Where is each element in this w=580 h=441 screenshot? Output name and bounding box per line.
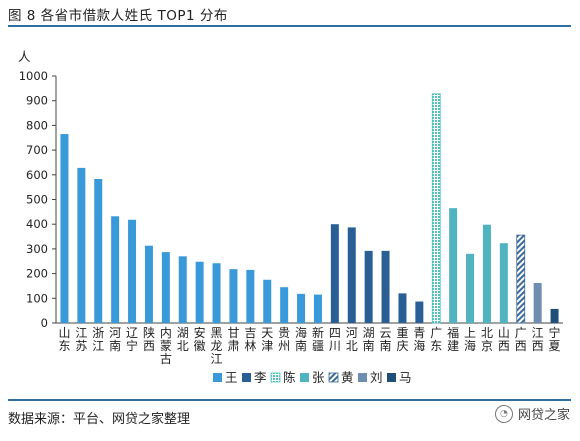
watermark-label: 网贷之家 — [517, 408, 570, 423]
legend-label-马: 马 — [399, 370, 412, 385]
y-tick-label: 200 — [26, 267, 48, 281]
bar-重庆 — [398, 293, 407, 323]
x-tick-label: 湖北 — [177, 325, 189, 353]
x-tick-label: 福建 — [447, 325, 459, 353]
x-tick-label: 吉林 — [244, 326, 256, 353]
y-tick-label: 700 — [26, 143, 48, 157]
x-tick-label: 河北 — [346, 326, 358, 353]
y-tick-label: 400 — [26, 217, 48, 231]
bar-安徽 — [195, 261, 204, 323]
bar-山东 — [60, 134, 69, 323]
bar-内蒙古 — [161, 252, 170, 323]
x-tick-label: 甘肃 — [227, 326, 239, 353]
bar-浙江 — [94, 178, 103, 323]
x-tick-label: 江苏 — [75, 326, 87, 353]
x-tick-label: 宁夏 — [549, 325, 561, 353]
x-tick-label: 上海 — [464, 326, 476, 353]
chart-title: 图 8 各省市借款人姓氏 TOP1 分布 — [8, 8, 228, 24]
legend-label-黄: 黄 — [341, 370, 354, 385]
bar-宁夏 — [550, 308, 559, 323]
x-tick-label: 重庆 — [396, 326, 408, 353]
x-tick-label: 浙江 — [92, 326, 104, 353]
bar-黑龙江 — [212, 263, 221, 323]
x-tick-label: 陕西 — [143, 325, 155, 353]
legend-label-张: 张 — [312, 370, 325, 385]
x-tick-label: 辽宁 — [126, 326, 138, 353]
y-tick-label: 500 — [26, 193, 48, 207]
x-tick-label: 广西 — [515, 326, 527, 353]
bar-辽宁 — [128, 219, 137, 323]
bar-广西 — [516, 234, 526, 324]
bar-上海 — [466, 253, 475, 323]
x-tick-label: 湖南 — [363, 325, 375, 353]
bar-湖北 — [178, 256, 187, 323]
legend-swatch-李 — [242, 373, 251, 382]
bar-chart: 0 100 200 300 400 500 600 700 800 900 1000 人 山东江苏浙江… — [18, 49, 563, 385]
x-tick-label: 新疆 — [312, 325, 324, 353]
x-tick-label: 河南 — [109, 326, 121, 353]
x-tick-label: 江西 — [532, 326, 544, 353]
bar-海南 — [297, 293, 306, 323]
bar-云南 — [381, 250, 390, 323]
bar-江西 — [533, 282, 542, 323]
x-tick-label: 安徽 — [194, 325, 206, 353]
bar-江苏 — [77, 167, 86, 323]
bar-河南 — [111, 216, 120, 323]
x-tick-label: 内蒙古 — [160, 326, 172, 366]
bar-青海 — [415, 301, 424, 323]
legend-swatch-马 — [387, 373, 396, 382]
watermark: ◔ 网贷之家 — [494, 404, 570, 423]
x-tick-label: 云南 — [380, 326, 392, 353]
x-tick-label: 北京 — [481, 326, 493, 353]
y-tick-label: 100 — [26, 291, 48, 305]
bar-新疆 — [313, 294, 322, 323]
bar-四川 — [330, 224, 339, 323]
bar-贵州 — [280, 287, 289, 323]
x-tick-label: 黑龙江 — [211, 326, 223, 366]
x-tick-label: 海南 — [295, 325, 307, 353]
y-tick-label: 300 — [26, 242, 48, 256]
legend-label-陈: 陈 — [283, 370, 296, 385]
bar-甘肃 — [229, 269, 238, 323]
bar-河北 — [347, 227, 356, 323]
legend-swatch-陈 — [270, 372, 281, 383]
bar-天津 — [263, 279, 272, 323]
legend-label-李: 李 — [254, 370, 267, 385]
bar-吉林 — [246, 269, 255, 323]
y-axis-label: 人 — [18, 49, 31, 64]
bar-北京 — [482, 224, 491, 323]
y-tick-label: 800 — [26, 118, 48, 132]
x-tick-label: 四川 — [329, 326, 341, 353]
x-tick-label: 山西 — [498, 326, 510, 353]
bar-广东 — [431, 93, 441, 324]
legend-swatch-张 — [300, 373, 309, 382]
footer-divider — [8, 399, 571, 401]
x-tick-label: 广东 — [430, 326, 442, 353]
bar-陕西 — [144, 245, 153, 323]
x-tick-label: 天津 — [261, 326, 273, 353]
y-tick-label: 0 — [41, 316, 48, 330]
wechat-icon: ◔ — [494, 404, 513, 423]
x-tick-label: 青海 — [413, 326, 425, 353]
y-tick-label: 1000 — [19, 69, 48, 83]
y-tick-label: 600 — [26, 168, 48, 182]
legend-swatch-刘 — [358, 373, 367, 382]
x-tick-label: 山东 — [58, 326, 70, 353]
legend-label-刘: 刘 — [370, 370, 383, 385]
data-source: 数据来源：平台、网贷之家整理 — [8, 412, 191, 427]
legend-label-王: 王 — [225, 370, 238, 385]
bar-福建 — [449, 208, 458, 323]
x-tick-label: 贵州 — [278, 326, 290, 353]
legend-swatch-黄 — [328, 372, 339, 383]
y-tick-label: 900 — [26, 94, 48, 108]
bar-山西 — [499, 243, 508, 323]
title-divider — [8, 25, 571, 27]
legend-swatch-王 — [213, 373, 222, 382]
bar-湖南 — [364, 250, 373, 323]
